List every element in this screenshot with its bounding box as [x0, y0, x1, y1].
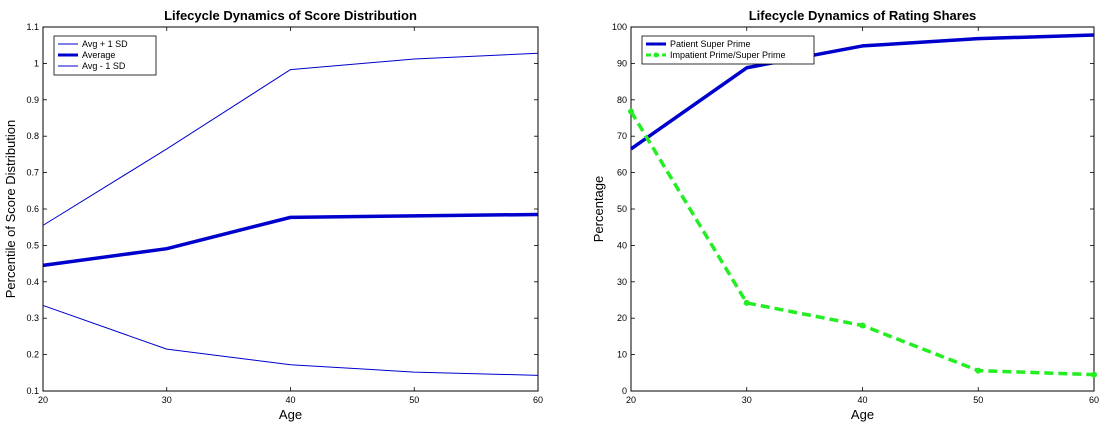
y-tick-label: 0: [622, 386, 627, 396]
chart-title: Lifecycle Dynamics of Rating Shares: [749, 8, 977, 23]
y-tick-label: 20: [617, 313, 627, 323]
series-point-1: [628, 108, 634, 115]
y-tick-label: 10: [617, 350, 627, 360]
x-tick-label: 40: [857, 395, 867, 405]
x-tick-label: 40: [285, 395, 295, 405]
series-line-0: [42, 52, 539, 226]
x-tick-label: 60: [1089, 395, 1099, 405]
y-axis-label: Percentile of Score Distribution: [3, 120, 18, 298]
y-tick-label: 70: [617, 131, 627, 141]
x-tick-label: 50: [409, 395, 419, 405]
y-tick-label: 90: [617, 58, 627, 68]
series-point-1: [743, 299, 750, 306]
y-tick-label: 100: [612, 22, 627, 32]
y-tick-label: 0.3: [26, 313, 39, 323]
series-line-0: [629, 33, 1095, 151]
legend-swatch-marker: [653, 52, 659, 58]
chart-title: Lifecycle Dynamics of Score Distribution: [164, 8, 417, 23]
y-tick-label: 0.6: [26, 204, 39, 214]
legend-label: Average: [82, 50, 115, 60]
y-tick-label: 1.1: [26, 22, 39, 32]
y-tick-label: 50: [617, 204, 627, 214]
series-line-2: [42, 304, 539, 376]
legend-box: [641, 35, 815, 65]
x-tick-label: 20: [626, 395, 636, 405]
score-distribution-chart: 20 30 40 50 60 0.1 0.2 0.3 0.4 0.5 0.6 0.7 0.8 0.9 1 1.…: [3, 8, 543, 422]
legend-label: Patient Super Prime: [670, 39, 751, 49]
y-tick-label: 0.1: [26, 386, 39, 396]
plot-area: [42, 26, 539, 392]
y-tick-label: 0.9: [26, 95, 39, 105]
y-tick-label: 40: [617, 240, 627, 250]
y-tick-label: 0.8: [26, 131, 39, 141]
series-point-1: [975, 367, 982, 374]
x-tick-label: 60: [533, 395, 543, 405]
x-tick-label: 30: [742, 395, 752, 405]
plot-area: [630, 26, 1095, 392]
x-tick-label: 20: [38, 395, 48, 405]
x-tick-label: 50: [973, 395, 983, 405]
y-tick-label: 0.4: [26, 277, 39, 287]
x-tick-label: 30: [162, 395, 172, 405]
y-tick-label: 60: [617, 168, 627, 178]
legend-label: Impatient Prime/Super Prime: [670, 50, 786, 60]
series-point-1: [1091, 371, 1097, 378]
y-tick-label: 0.7: [26, 168, 39, 178]
rating-shares-chart: 20 30 40 50 60 0 10 20 30 40 50 60 70 80 90 100 Lifecycl…: [591, 8, 1099, 422]
y-tick-label: 30: [617, 277, 627, 287]
x-axis-label: Age: [279, 407, 302, 422]
legend-label: Avg - 1 SD: [82, 61, 126, 71]
y-tick-label: 80: [617, 95, 627, 105]
y-axis-label: Percentage: [591, 176, 606, 243]
y-tick-label: 1: [34, 58, 39, 68]
series-line-1: [42, 212, 539, 268]
series-point-1: [859, 322, 866, 329]
legend-label: Avg + 1 SD: [82, 39, 128, 49]
y-tick-label: 0.5: [26, 240, 39, 250]
x-axis-label: Age: [851, 407, 874, 422]
y-tick-label: 0.2: [26, 350, 39, 360]
